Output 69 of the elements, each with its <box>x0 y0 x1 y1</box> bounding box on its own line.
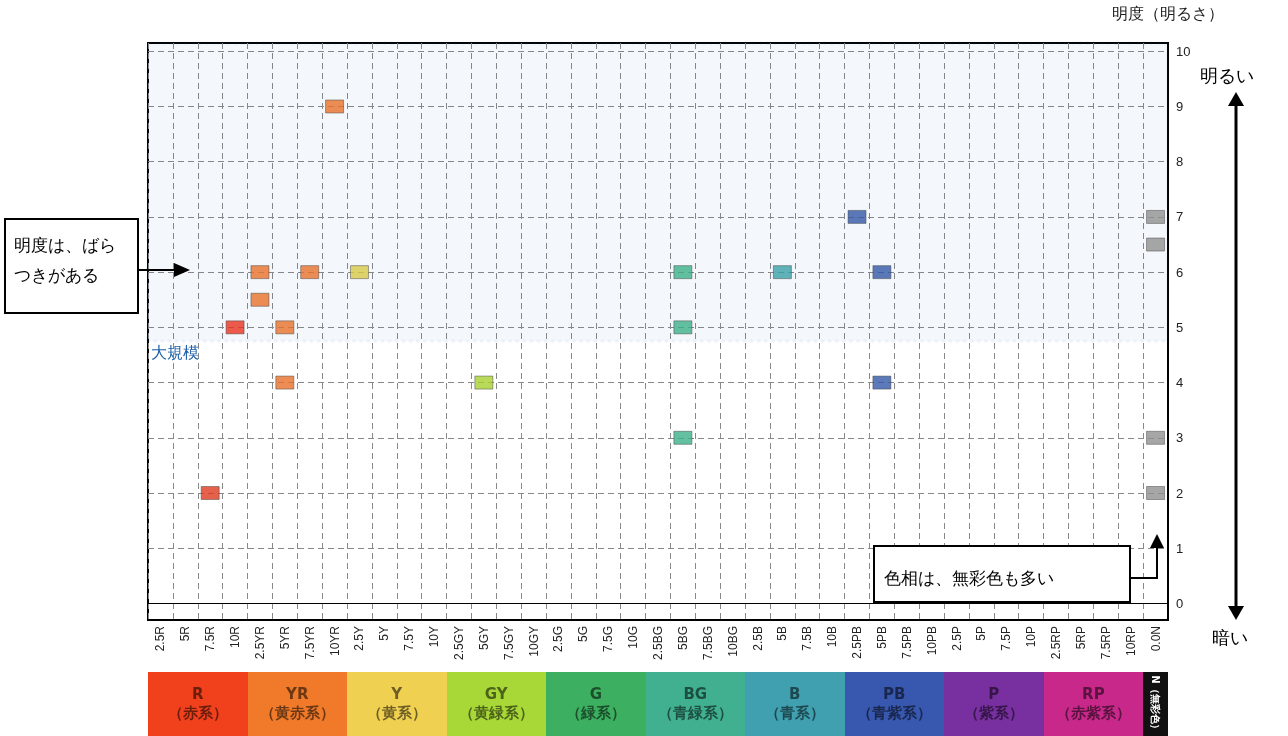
x-tick-label: 5Y <box>377 626 392 641</box>
x-tick-label: 7.5Y <box>402 626 417 651</box>
y-tick-label: 3 <box>1176 430 1184 446</box>
band-label: 大規模 <box>151 343 199 361</box>
x-tick-label: 5PB <box>874 626 889 649</box>
x-tick-label: 5P <box>974 626 989 641</box>
x-tick-label: 10Y <box>427 626 442 648</box>
x-tick-label: 7.5B <box>800 626 815 651</box>
x-tick-label: 2.5G <box>551 626 566 653</box>
x-tick-label: 10P <box>1024 626 1039 648</box>
category-label: YR （黄赤系） <box>259 685 335 723</box>
annotation: 色相は、無彩色も多い <box>883 567 1055 590</box>
category-label: B （青系） <box>764 685 825 723</box>
category-label: P （紫系） <box>963 685 1024 723</box>
category-label: Y （黄系） <box>366 685 427 723</box>
category-label: R （赤系） <box>167 685 228 723</box>
x-tick-label: 10RP <box>1123 626 1138 657</box>
x-tick-label: 7.5PB <box>899 626 914 659</box>
x-tick-label: 2.5B <box>750 626 765 651</box>
x-tick-label: 2.5BG <box>651 626 665 661</box>
y-tick-label: 8 <box>1176 154 1184 170</box>
x-tick-label: 7.5BG <box>700 626 715 661</box>
x-tick-label: 5B <box>775 626 790 641</box>
x-tick-label: 5RP <box>1073 626 1088 650</box>
x-tick-label: 7.5RP <box>1098 626 1113 660</box>
category-label: PB （青紫系） <box>856 685 932 723</box>
category-label: GY （黄緑系） <box>458 685 534 723</box>
x-tick-label: 7.5R <box>203 625 218 652</box>
y-axis-title: 明度（明るさ） <box>1112 4 1224 22</box>
x-tick-label: 2.5PB <box>850 626 865 659</box>
y-tick-label: 10 <box>1176 43 1191 59</box>
x-tick-label: 2.5R <box>153 625 168 652</box>
y-tick-label: 0 <box>1176 595 1184 611</box>
y-tick-label: 4 <box>1176 375 1184 391</box>
y-tick-label: 5 <box>1176 319 1184 335</box>
category-label: RP （赤紫系） <box>1055 685 1131 723</box>
y-tick-label: 1 <box>1176 540 1184 556</box>
x-tick-label: 10G <box>626 626 641 649</box>
x-tick-label: 0.0N <box>1148 626 1163 652</box>
x-tick-label: 7.5YR <box>302 625 317 660</box>
y-tick-label: 2 <box>1176 485 1184 501</box>
x-tick-label: 5G <box>576 626 591 643</box>
x-tick-label: 7.5G <box>601 626 616 653</box>
x-tick-label: 2.5P <box>949 626 964 651</box>
x-tick-label: 5R <box>178 625 193 642</box>
x-tick-label: 2.5YR <box>252 625 267 660</box>
x-tick-label: 10GY <box>526 626 541 657</box>
x-tick-label: 7.5P <box>999 626 1014 651</box>
x-tick-label: 10BG <box>725 626 740 657</box>
x-tick-label: 10PB <box>924 626 939 656</box>
text: 明度は、ばらつきがある <box>13 234 117 287</box>
category-label: BG （青緑系） <box>657 685 733 723</box>
category-label: G （緑系） <box>565 685 626 723</box>
x-tick-label: 5BG <box>675 626 690 651</box>
x-tick-label: 2.5RP <box>1049 626 1064 660</box>
x-tick-label: 2.5Y <box>352 626 367 651</box>
x-tick-label: 5GY <box>476 626 491 651</box>
x-tick-label: 7.5GY <box>501 626 516 661</box>
x-tick-label: 10YR <box>327 625 342 657</box>
x-tick-label: 10R <box>228 625 243 649</box>
x-tick-label: 10B <box>825 626 840 648</box>
x-tick-label: 2.5GY <box>451 626 466 661</box>
y-tick-label: 9 <box>1176 99 1184 114</box>
text: 暗い <box>1212 626 1248 650</box>
y-tick-label: 6 <box>1176 264 1184 280</box>
x-tick-label: 5YR <box>277 625 292 650</box>
y-tick-label: 7 <box>1176 209 1184 225</box>
category-label: N（無彩色） <box>1150 674 1162 734</box>
text: 明るい <box>1200 64 1254 88</box>
